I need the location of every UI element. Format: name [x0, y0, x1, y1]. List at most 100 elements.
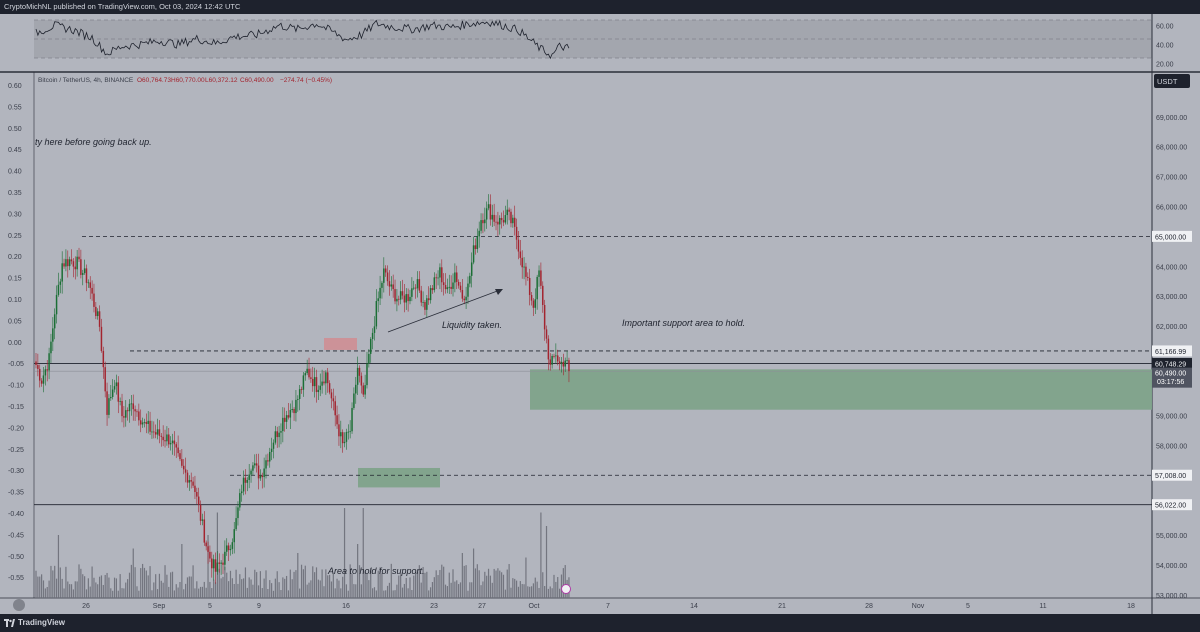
volume-bar — [213, 579, 215, 598]
date-tick-label: 5 — [966, 603, 970, 610]
volume-bar — [106, 572, 108, 598]
candle-body — [508, 209, 510, 212]
candle-body — [504, 215, 507, 223]
volume-bar — [390, 563, 392, 598]
volume-bar — [67, 581, 69, 598]
candle-body — [317, 389, 320, 393]
volume-bar — [444, 584, 447, 598]
currency-badge[interactable] — [1154, 74, 1190, 88]
candle-body — [136, 411, 138, 413]
candle-body — [203, 519, 206, 543]
candle-body — [143, 421, 146, 423]
volume-bar — [271, 583, 273, 598]
candle-body — [319, 385, 321, 390]
candle-body — [532, 300, 535, 308]
volume-bar — [198, 588, 200, 598]
volume-bar — [514, 578, 516, 598]
candle-body — [560, 361, 563, 365]
oscillator-tick-label: -0.05 — [8, 361, 24, 368]
candle-body — [181, 459, 183, 466]
volume-bar — [244, 567, 247, 598]
btc-chart[interactable]: Bitcoin / TetherUS, 4h, BINANCE O60,764.… — [0, 14, 1200, 614]
candle-body — [182, 465, 185, 470]
volume-bar — [233, 584, 235, 598]
candle-body — [289, 410, 292, 418]
candle-body — [156, 429, 159, 435]
volume-bar — [508, 564, 510, 598]
candle-body — [441, 267, 443, 283]
candle-body — [145, 421, 148, 424]
volume-bar — [97, 584, 99, 598]
candle-body — [35, 361, 37, 366]
volume-bar — [368, 580, 370, 598]
volume-bar — [499, 570, 501, 598]
oscillator-tick-label: -0.20 — [8, 425, 24, 432]
volume-bar — [480, 585, 482, 598]
candle-body — [328, 383, 331, 393]
candle-body — [422, 301, 424, 303]
oscillator-tick-label: 0.20 — [8, 254, 22, 261]
candle-body — [482, 220, 484, 224]
candle-body — [207, 546, 209, 552]
date-tick-label: 11 — [1039, 603, 1046, 610]
volume-bar — [555, 581, 557, 598]
candle-body — [235, 518, 237, 530]
candle-body — [46, 369, 48, 371]
candle-body — [166, 434, 168, 442]
volume-bar — [123, 588, 125, 598]
candle-body — [147, 420, 149, 424]
volume-bar — [443, 566, 445, 598]
symbol-pair: Bitcoin / TetherUS, 4h, BINANCE — [38, 77, 134, 84]
volume-bar — [342, 576, 344, 598]
volume-bar — [439, 569, 441, 598]
volume-bar — [420, 582, 422, 598]
volume-bar — [183, 589, 185, 598]
candle-body — [463, 298, 465, 301]
candle-body — [265, 460, 267, 469]
candle-body — [347, 431, 350, 433]
candle-body — [523, 266, 525, 268]
volume-bar — [242, 578, 245, 598]
candle-body — [409, 296, 411, 302]
candle-body — [381, 282, 383, 288]
candle-body — [373, 326, 376, 333]
scale-toggle-button[interactable] — [13, 599, 25, 611]
candle-body — [487, 204, 490, 209]
candle-body — [287, 415, 290, 418]
candle-body — [467, 283, 469, 297]
candle-body — [274, 431, 277, 443]
candle-body — [53, 314, 56, 329]
candle-body — [40, 380, 43, 384]
volume-bar — [459, 582, 462, 598]
candle-body — [61, 263, 63, 282]
volume-bar — [486, 575, 488, 598]
candle-body — [476, 236, 479, 250]
candle-body — [130, 403, 133, 405]
volume-bar — [532, 583, 535, 598]
volume-bar — [328, 574, 331, 598]
candle-body — [132, 403, 134, 410]
volume-bar — [274, 578, 276, 598]
volume-bar — [231, 578, 233, 598]
candle-body — [186, 472, 189, 483]
note-top: ty here before going back up. — [35, 137, 152, 147]
candle-body — [326, 372, 329, 384]
candle-body — [330, 392, 333, 399]
footer-bar: TradingView — [0, 614, 1200, 632]
candle-body — [310, 377, 312, 379]
volume-bar — [190, 576, 192, 598]
volume-bar — [450, 582, 452, 598]
lightning-icon[interactable] — [561, 584, 571, 594]
volume-bar — [564, 565, 566, 598]
volume-bar — [285, 575, 288, 598]
volume-bar — [132, 548, 134, 598]
candle-body — [173, 440, 176, 445]
oscillator-tick-label: 0.10 — [8, 297, 22, 304]
candle-body — [227, 545, 230, 551]
volume-bar — [175, 584, 177, 598]
candle-body — [83, 268, 86, 274]
candle-body — [134, 409, 136, 412]
volume-bar — [102, 584, 104, 598]
volume-bar — [364, 571, 366, 598]
volume-bar — [246, 587, 248, 598]
